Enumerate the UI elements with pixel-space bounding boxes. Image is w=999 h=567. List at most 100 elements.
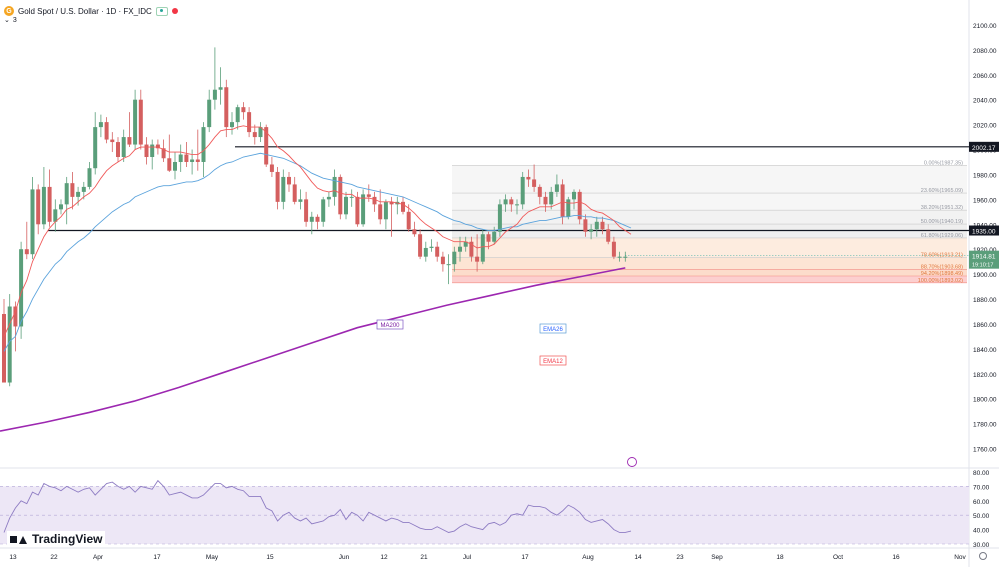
replay-icon[interactable] <box>627 457 637 467</box>
candle-body <box>515 204 519 206</box>
candle-body <box>127 137 132 145</box>
price-tick-label: 2020.00 <box>973 123 997 130</box>
candle-body <box>24 249 29 255</box>
time-tick-label: May <box>206 554 219 561</box>
candle-body <box>315 216 320 222</box>
annotation-ema12[interactable]: EMA12 <box>539 355 567 366</box>
candle-body <box>7 306 12 383</box>
time-tick-label: 14 <box>634 554 642 561</box>
candle-body <box>549 191 554 205</box>
fib-label: 0.00%(1987.35) <box>924 160 963 166</box>
time-axis[interactable]: 13 22 Apr 17 May 15 Jun 12 21 Jul 17 Aug 14 23 Sep 18 Oc… <box>9 554 966 561</box>
chevron-down-icon[interactable]: ⌄ <box>4 17 10 24</box>
candle-body <box>497 204 502 232</box>
time-tick-label: 23 <box>676 554 684 561</box>
candle-body <box>201 127 206 162</box>
candle-body <box>503 199 508 205</box>
price-axis[interactable]: 1760.00 1780.00 1800.00 1820.00 1840.00 1860.… <box>973 23 997 454</box>
candle-body <box>423 247 428 257</box>
price-tick-label: 2040.00 <box>973 98 997 105</box>
fib-label: 88.70%(1903.68) <box>921 265 963 271</box>
rsi-tick-label: 40.00 <box>973 528 990 535</box>
candle-body <box>344 196 348 215</box>
symbol-header[interactable]: G Gold Spot / U.S. Dollar · 1D · FX_IDC <box>4 3 178 19</box>
candle-body <box>526 176 531 180</box>
candle-body <box>104 122 109 140</box>
candle-body <box>361 194 366 225</box>
annotation-label: EMA12 <box>543 359 563 365</box>
settings-gear-icon[interactable] <box>979 552 987 560</box>
time-tick-label: Nov <box>954 554 966 561</box>
candle-body <box>401 201 405 212</box>
candle-body <box>372 196 377 205</box>
indicator-count: 3 <box>12 16 17 24</box>
time-tick-label: Apr <box>93 554 104 561</box>
candle-body <box>338 176 343 215</box>
price-tick-label: 2080.00 <box>973 48 997 55</box>
price-tick-label: 1960.00 <box>973 197 997 204</box>
time-tick-label: Jul <box>463 554 472 561</box>
candle-body <box>87 168 92 187</box>
price-tick-label: 1820.00 <box>973 372 997 379</box>
candle-body <box>13 306 18 327</box>
candle-body <box>178 154 183 162</box>
candle-body <box>53 209 58 222</box>
candle-body <box>566 199 571 217</box>
candle-body <box>611 241 616 257</box>
fib-zone <box>452 193 967 211</box>
fib-label: 61.80%(1929.06) <box>921 233 963 239</box>
time-tick-label: 21 <box>420 554 428 561</box>
candle-body <box>440 256 445 265</box>
candle-body <box>155 144 160 149</box>
candle-body <box>349 196 354 198</box>
annotation-label: MA200 <box>380 323 400 329</box>
time-tick-label: 22 <box>50 554 58 561</box>
annotation-box <box>539 355 567 366</box>
candle-body <box>47 186 52 222</box>
price-tick-label: 1880.00 <box>973 297 997 304</box>
annotation-ema26[interactable]: EMA26 <box>539 323 567 334</box>
candle-body <box>606 229 611 242</box>
candle-body <box>355 196 360 225</box>
time-tick-label: 15 <box>266 554 274 561</box>
candle-body <box>252 132 257 138</box>
annotation-box <box>539 323 567 334</box>
price-tick-label: 2100.00 <box>973 23 997 30</box>
brand-name: TradingView <box>32 532 103 546</box>
candle-body <box>480 234 485 262</box>
candle-body <box>64 183 69 205</box>
candle-body <box>429 246 434 248</box>
candle-body <box>532 179 537 187</box>
annotation-label: EMA26 <box>543 327 563 333</box>
annotation-box <box>376 319 404 330</box>
rsi-tick-label: 50.00 <box>973 513 990 520</box>
price-tick-label: 1780.00 <box>973 422 997 429</box>
tradingview-brand[interactable]: TradingView <box>7 531 106 547</box>
candle-body <box>76 191 81 197</box>
fib-label: 100.00%(1893.02) <box>918 278 963 284</box>
candle-body <box>144 144 149 158</box>
alert-dot-icon <box>171 8 178 14</box>
candle-body <box>600 221 605 230</box>
last-price-value: 1914.81 <box>972 254 996 261</box>
candle-body <box>446 264 451 266</box>
symbol-title[interactable]: Gold Spot / U.S. Dollar · 1D · FX_IDC <box>18 6 152 16</box>
candle-body <box>247 112 252 133</box>
candle-body <box>292 184 297 202</box>
annotation-ma200[interactable]: MA200 <box>376 319 404 330</box>
gold-logo-icon: G <box>4 6 14 16</box>
candle-body <box>184 154 189 162</box>
time-tick-label: 16 <box>892 554 900 561</box>
candle-body <box>195 159 200 162</box>
candle-body <box>59 204 63 210</box>
rsi-band <box>0 486 969 544</box>
tradingview-logo-icon <box>10 534 28 545</box>
bar-countdown: 19:10:17 <box>972 263 993 269</box>
indicator-toggle[interactable]: ⌄ 3 <box>4 16 17 25</box>
rsi-tick-label: 80.00 <box>973 470 990 477</box>
candle-body <box>116 142 120 158</box>
fib-zone <box>452 269 967 277</box>
rsi-axis[interactable]: 30.00 40.00 50.00 60.00 70.00 80.00 <box>973 470 990 549</box>
